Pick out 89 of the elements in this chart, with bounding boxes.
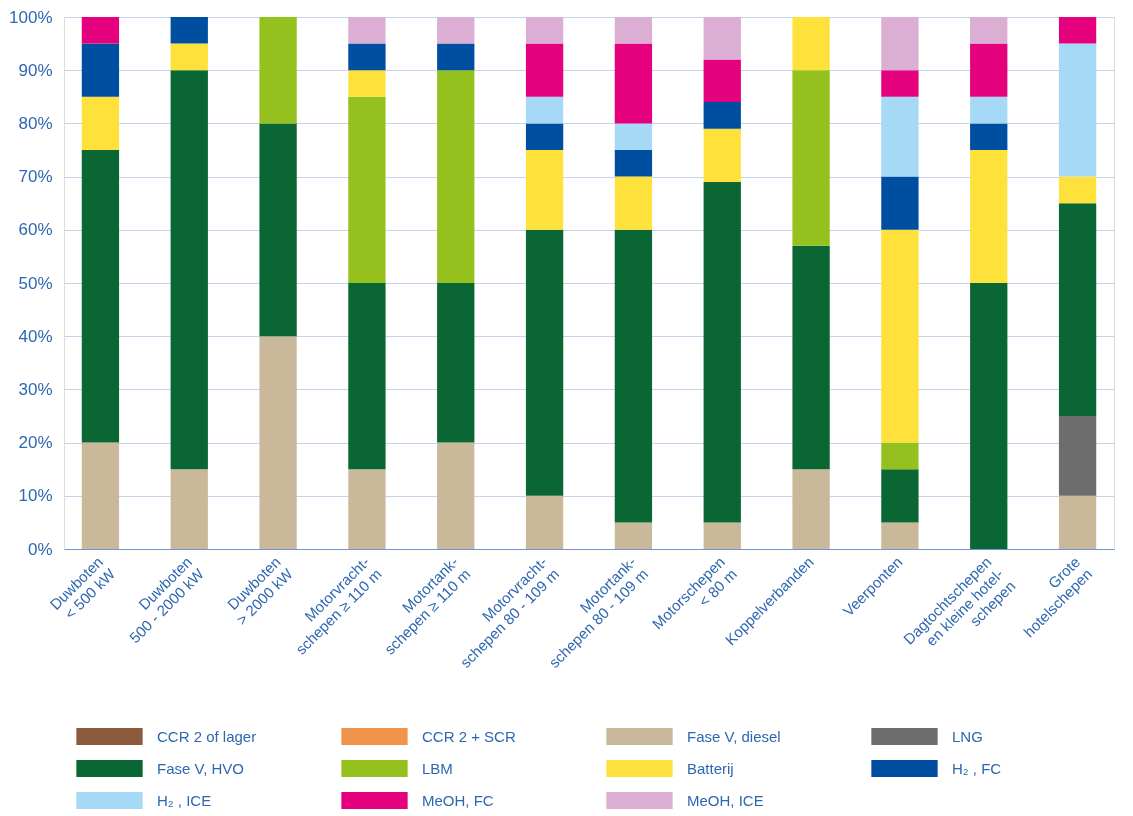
- bar: [525, 96, 564, 124]
- bar: [348, 70, 386, 97]
- y-tick-label: 10%: [18, 486, 53, 506]
- bar: [525, 123, 564, 150]
- bar: [703, 17, 741, 60]
- bar: [881, 70, 919, 97]
- legend-label: Batterij: [687, 759, 734, 777]
- legend-label: LBM: [422, 759, 453, 777]
- y-tick-label: 20%: [18, 433, 53, 453]
- y-tick-label: 100%: [9, 7, 53, 27]
- bar: [525, 495, 564, 549]
- bar: [348, 469, 386, 549]
- bar: [1058, 495, 1097, 549]
- bar: [792, 70, 830, 246]
- bar: [437, 283, 475, 443]
- legend-label: CCR 2 of lager: [157, 727, 257, 745]
- y-tick-label: 60%: [18, 220, 53, 240]
- legend-label: H₂ , FC: [952, 759, 1002, 777]
- bar: [703, 59, 741, 103]
- bar: [81, 442, 120, 549]
- bar: [881, 522, 919, 549]
- bar: [614, 522, 653, 549]
- bar: [970, 43, 1008, 97]
- bar: [437, 17, 475, 44]
- bar: [703, 102, 741, 129]
- bar: [348, 17, 386, 44]
- bar: [437, 70, 475, 283]
- bar: [970, 96, 1008, 124]
- bar: [348, 43, 386, 71]
- bar: [81, 17, 120, 44]
- bar: [525, 17, 564, 44]
- bar: [614, 176, 653, 230]
- bar: [792, 469, 830, 549]
- y-tick-label: 40%: [18, 326, 53, 346]
- bar: [881, 96, 919, 177]
- bar: [703, 181, 741, 523]
- bar: [970, 283, 1008, 549]
- bar: [970, 123, 1008, 150]
- bar: [614, 150, 653, 177]
- bar: [348, 283, 386, 470]
- y-tick-label: 80%: [18, 113, 53, 133]
- bar: [259, 123, 297, 337]
- legend-label: H₂ , ICE: [157, 791, 212, 809]
- bar: [437, 442, 475, 549]
- bar: [881, 17, 919, 71]
- y-tick-label: 50%: [18, 273, 53, 293]
- bar: [81, 96, 120, 150]
- bar: [170, 17, 208, 44]
- bar: [259, 336, 297, 549]
- bar: [614, 17, 653, 44]
- bar: [170, 70, 208, 470]
- bar: [614, 229, 653, 523]
- y-tick-label: 30%: [18, 379, 53, 399]
- bar: [703, 128, 741, 182]
- bar: [881, 229, 919, 443]
- bar: [525, 229, 564, 496]
- bar: [81, 43, 120, 97]
- bar: [703, 522, 741, 549]
- legend-label: LNG: [952, 727, 983, 745]
- bar: [1058, 203, 1097, 416]
- bar: [881, 469, 919, 523]
- bar: [259, 17, 297, 124]
- bar: [1058, 43, 1097, 177]
- bar: [970, 150, 1008, 283]
- legend-label: Fase V, HVO: [157, 759, 244, 777]
- bar: [1058, 176, 1097, 204]
- bar: [792, 17, 830, 71]
- bar: [614, 123, 653, 150]
- y-tick-label: 70%: [18, 167, 53, 187]
- bar: [170, 469, 208, 549]
- legend-label: Fase V, diesel: [687, 727, 781, 745]
- y-tick-label: 90%: [18, 60, 53, 80]
- y-tick-label: 0%: [27, 539, 53, 559]
- bar: [1058, 17, 1097, 44]
- bar: [437, 43, 475, 71]
- bar: [881, 442, 919, 470]
- bar: [792, 245, 830, 470]
- bar: [1058, 416, 1097, 496]
- bar: [881, 176, 919, 230]
- legend-label: MeOH, ICE: [687, 791, 764, 809]
- legend-label: MeOH, FC: [422, 791, 494, 809]
- bar: [525, 43, 564, 97]
- bar: [614, 43, 653, 124]
- bar: [81, 150, 120, 443]
- bar: [348, 96, 386, 283]
- bar: [525, 150, 564, 230]
- legend-label: CCR 2 + SCR: [422, 727, 516, 745]
- bar: [970, 17, 1008, 44]
- bar: [170, 43, 208, 71]
